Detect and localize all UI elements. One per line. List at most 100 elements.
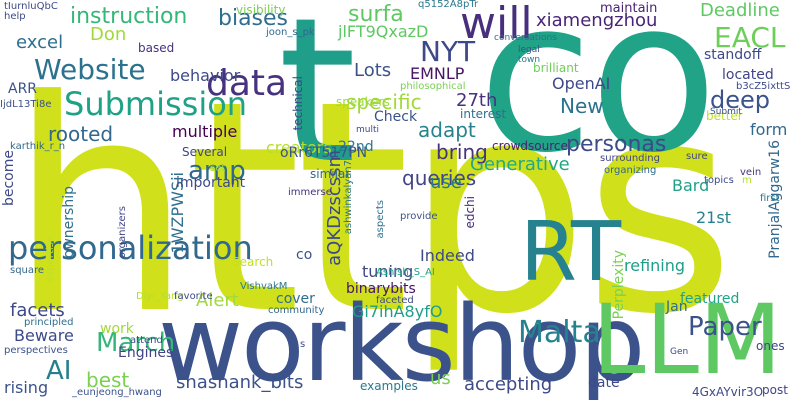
word: attend — [130, 335, 163, 346]
word: amp — [188, 156, 246, 186]
word: based — [138, 41, 175, 55]
word: brilliant — [533, 61, 579, 75]
word: Deadline — [700, 0, 780, 21]
word: NYT — [420, 35, 476, 68]
word: philosophical — [400, 81, 466, 92]
word: co — [296, 247, 313, 263]
word: Indeed — [420, 246, 475, 265]
word: help — [4, 11, 26, 22]
word: Diyi_Yang — [136, 291, 184, 302]
word: perspectives — [4, 345, 68, 356]
word: organizing — [604, 165, 657, 176]
word: t — [278, 0, 357, 208]
word: oRr6T517PN — [280, 145, 368, 161]
word: tIurnluQbC — [4, 1, 58, 12]
word: best — [86, 368, 130, 392]
word: provide — [400, 211, 438, 222]
word: EACL — [714, 21, 786, 54]
word: https — [8, 38, 736, 378]
word: become — [1, 150, 17, 207]
word: LLM — [592, 284, 782, 396]
word: specific — [346, 90, 422, 114]
word: facets — [10, 300, 65, 321]
word: featured — [680, 291, 740, 307]
word: multiple — [172, 122, 238, 141]
word: maintain — [600, 1, 658, 16]
word: excel — [16, 32, 64, 53]
word: Bard — [672, 176, 710, 195]
word: 27th — [456, 90, 498, 111]
word: important — [176, 175, 246, 191]
word: Ashish_S_AI — [376, 267, 435, 278]
word: expertise — [45, 236, 56, 283]
word: ownership — [61, 186, 77, 259]
word: Lots — [354, 60, 392, 81]
word: visibility — [236, 3, 286, 17]
word: square — [10, 265, 45, 276]
word: work — [100, 321, 134, 337]
word: Paper — [688, 312, 762, 342]
word: conversations — [494, 33, 557, 43]
word: principled — [24, 317, 74, 328]
word: jlFT9QxazD — [338, 22, 429, 41]
word: tuning — [362, 262, 414, 281]
word: crowdsource — [492, 139, 568, 153]
word: co — [478, 0, 718, 199]
word: VishvakM — [240, 281, 288, 292]
word: s — [300, 339, 306, 350]
word: better — [706, 109, 743, 123]
word: shashank_bits — [176, 372, 304, 393]
word: vein — [740, 167, 762, 178]
word: m — [742, 175, 752, 186]
word: Alert — [196, 290, 239, 311]
word: EMNLP — [410, 64, 465, 83]
word: standoff — [704, 47, 762, 63]
word: biases — [218, 6, 289, 31]
word: RT — [520, 205, 622, 300]
word: speakers — [336, 95, 390, 109]
word: us — [430, 368, 451, 389]
word: multi — [356, 125, 380, 135]
word: cover — [276, 291, 315, 307]
word: Jan — [666, 299, 688, 315]
word: bring — [436, 140, 488, 164]
word: Beware — [14, 326, 74, 345]
word: Website — [34, 53, 146, 86]
word: IjdL13Ti8e — [0, 99, 52, 110]
word: data — [206, 63, 288, 104]
word: town — [518, 55, 541, 65]
word: immerse — [288, 187, 332, 198]
word: Submit — [710, 107, 742, 117]
word: surfa — [348, 2, 404, 27]
word: form — [750, 120, 788, 139]
word: Gi7ihA8yfO — [352, 302, 443, 321]
word: creators — [266, 138, 332, 157]
word: queries — [402, 166, 477, 190]
word: Submission — [64, 85, 248, 123]
word: surrounding — [600, 153, 660, 164]
word: adapt — [418, 118, 476, 142]
word: sure — [686, 151, 708, 162]
word: Check — [374, 109, 418, 125]
word: edchi — [463, 196, 477, 229]
word: q5152A8pTr — [418, 0, 479, 10]
word: OpenAI — [552, 74, 611, 93]
word: aspects — [375, 200, 386, 239]
word: _eunjeong_hwang — [72, 387, 162, 398]
word: ARR — [8, 81, 38, 97]
word: Perplexity — [611, 250, 627, 320]
word: xiamengzhou — [536, 10, 658, 31]
word: New — [560, 94, 604, 118]
word: instruction — [70, 4, 188, 29]
word: technical — [291, 76, 305, 131]
word: topics — [704, 175, 734, 186]
word: favorite — [174, 291, 213, 302]
word: Gen — [670, 347, 689, 357]
word: organizers — [117, 206, 128, 259]
word: Engines — [118, 345, 174, 361]
word: ashwinkalyan7 — [343, 160, 354, 235]
word: community — [268, 305, 325, 316]
word: ones — [756, 339, 785, 353]
word: workshop — [158, 283, 645, 400]
word: personalization — [8, 229, 253, 267]
